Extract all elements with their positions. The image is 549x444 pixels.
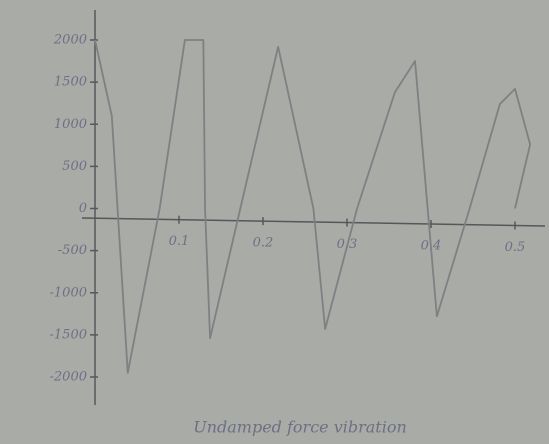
- y-tick-label: -1500: [50, 327, 87, 342]
- y-tick-label: 1500: [54, 75, 87, 90]
- y-tick-label: -1000: [50, 285, 87, 300]
- y-tick-label: 500: [62, 159, 87, 174]
- chart-title: Undamped force vibration: [193, 418, 407, 437]
- x-tick-label: 0.2: [253, 236, 274, 251]
- y-tick-label: -2000: [50, 370, 87, 385]
- y-tick-label: 1000: [54, 117, 87, 132]
- x-tick-label: 0.1: [169, 234, 190, 249]
- y-tick-label: -500: [58, 243, 87, 258]
- y-tick-label: 2000: [53, 33, 87, 48]
- y-tick-label: 0: [79, 201, 87, 216]
- chart: Undamped force vibration 2000 1500 1000 500…: [0, 0, 549, 444]
- x-tick-label: 0.5: [505, 240, 526, 255]
